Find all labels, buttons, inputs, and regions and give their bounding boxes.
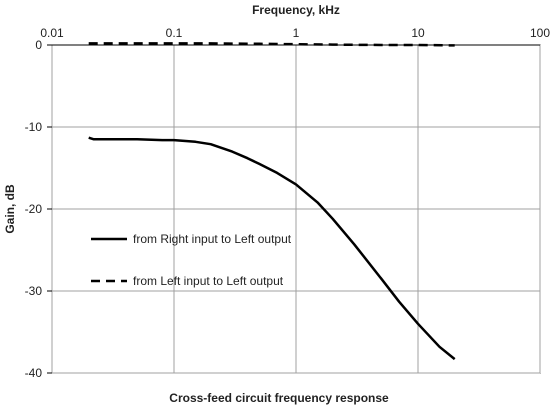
y-tick-label: -40 [25,366,43,380]
x-tick-label: 100 [530,26,550,40]
series-line-2 [88,42,455,47]
x-tick-label: 1 [293,26,300,40]
y-axis-title: Gain, dB [3,184,17,234]
x-tick-label: 0.01 [40,26,64,40]
series-lines [88,42,456,361]
legend-label: from Right input to Left output [133,232,292,246]
legend: from Right input to Left output from Left… [91,232,292,288]
x-tick-label: 0.1 [166,26,183,40]
y-tick-label: -10 [25,120,43,134]
chart-title: Cross-feed circuit frequency response [169,391,389,405]
x-tick-label: 10 [411,26,425,40]
y-tick-label: 0 [35,38,42,52]
y-tick-label: -20 [25,202,43,216]
grid-lines [47,44,541,374]
series-line-1 [88,136,456,361]
y-tick-label: -30 [25,284,43,298]
tick-labels: 0.01 0.1 1 10 100 0 -10 -20 -30 -40 [25,26,551,380]
x-axis-title: Frequency, kHz [252,3,340,17]
legend-label: from Left input to Left output [133,274,284,288]
